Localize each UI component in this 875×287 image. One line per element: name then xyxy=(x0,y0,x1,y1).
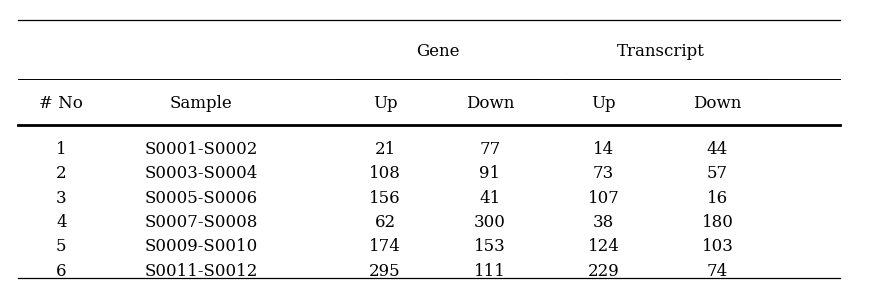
Text: 38: 38 xyxy=(593,214,614,231)
Text: 41: 41 xyxy=(480,189,500,207)
Text: 62: 62 xyxy=(374,214,396,231)
Text: 174: 174 xyxy=(369,238,401,255)
Text: 1: 1 xyxy=(56,141,66,158)
Text: 156: 156 xyxy=(369,189,401,207)
Text: 180: 180 xyxy=(702,214,733,231)
Text: 77: 77 xyxy=(480,141,500,158)
Text: Up: Up xyxy=(373,95,397,112)
Text: 14: 14 xyxy=(593,141,614,158)
Text: 2: 2 xyxy=(56,165,66,182)
Text: S0003-S0004: S0003-S0004 xyxy=(144,165,258,182)
Text: 103: 103 xyxy=(702,238,733,255)
Text: 21: 21 xyxy=(374,141,396,158)
Text: S0001-S0002: S0001-S0002 xyxy=(144,141,258,158)
Text: Down: Down xyxy=(466,95,514,112)
Text: 229: 229 xyxy=(588,263,619,280)
Text: 16: 16 xyxy=(707,189,728,207)
Text: Up: Up xyxy=(592,95,616,112)
Text: S0007-S0008: S0007-S0008 xyxy=(144,214,258,231)
Text: Sample: Sample xyxy=(170,95,233,112)
Text: 4: 4 xyxy=(56,214,66,231)
Text: 3: 3 xyxy=(56,189,66,207)
Text: # No: # No xyxy=(39,95,83,112)
Text: Down: Down xyxy=(693,95,742,112)
Text: 108: 108 xyxy=(369,165,401,182)
Text: 74: 74 xyxy=(707,263,728,280)
Text: Gene: Gene xyxy=(416,43,459,60)
Text: 111: 111 xyxy=(474,263,506,280)
Text: 124: 124 xyxy=(588,238,619,255)
Text: 6: 6 xyxy=(56,263,66,280)
Text: 91: 91 xyxy=(480,165,500,182)
Text: 73: 73 xyxy=(593,165,614,182)
Text: 295: 295 xyxy=(369,263,401,280)
Text: 57: 57 xyxy=(707,165,728,182)
Text: 300: 300 xyxy=(474,214,506,231)
Text: 153: 153 xyxy=(474,238,506,255)
Text: Transcript: Transcript xyxy=(617,43,704,60)
Text: 44: 44 xyxy=(707,141,728,158)
Text: S0005-S0006: S0005-S0006 xyxy=(144,189,258,207)
Text: S0011-S0012: S0011-S0012 xyxy=(144,263,258,280)
Text: S0009-S0010: S0009-S0010 xyxy=(144,238,258,255)
Text: 107: 107 xyxy=(588,189,619,207)
Text: 5: 5 xyxy=(56,238,66,255)
